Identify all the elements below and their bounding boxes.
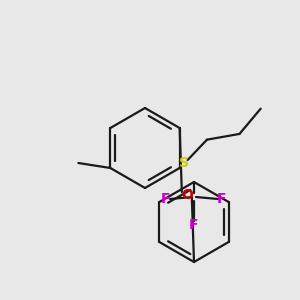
- Text: F: F: [161, 192, 171, 206]
- Text: O: O: [181, 188, 193, 202]
- Text: F: F: [217, 192, 227, 206]
- Text: F: F: [189, 218, 199, 232]
- Text: S: S: [178, 156, 189, 170]
